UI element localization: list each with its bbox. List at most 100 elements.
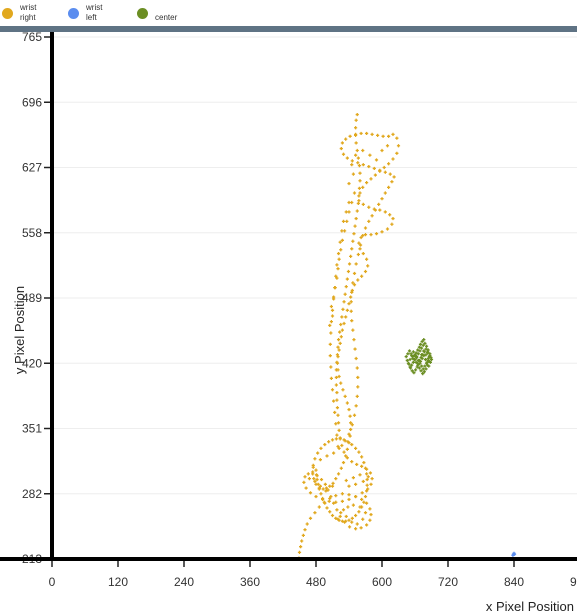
data-point bbox=[334, 422, 338, 426]
data-point bbox=[334, 494, 338, 498]
data-point bbox=[347, 200, 351, 205]
data-point bbox=[378, 208, 382, 212]
data-point bbox=[348, 134, 352, 138]
data-point bbox=[332, 399, 336, 403]
data-point bbox=[416, 348, 420, 352]
y-tick-label: 489 bbox=[22, 291, 42, 305]
data-point bbox=[354, 527, 358, 531]
data-point bbox=[411, 356, 415, 361]
data-point bbox=[361, 185, 365, 189]
data-point bbox=[357, 241, 361, 245]
data-point bbox=[340, 519, 344, 523]
data-point bbox=[421, 372, 425, 376]
data-point bbox=[332, 501, 336, 505]
data-point bbox=[299, 545, 303, 549]
data-point bbox=[423, 357, 428, 362]
data-point bbox=[391, 216, 395, 221]
legend-label-wrist-left: wrist left bbox=[86, 3, 103, 22]
data-point bbox=[363, 494, 368, 499]
x-tick-label: 0 bbox=[49, 575, 56, 589]
y-tick-label: 420 bbox=[22, 356, 42, 370]
data-point bbox=[337, 257, 341, 261]
data-point bbox=[356, 252, 360, 257]
data-point bbox=[345, 219, 349, 224]
data-point bbox=[361, 479, 365, 484]
data-point bbox=[374, 232, 379, 236]
data-point bbox=[319, 492, 323, 496]
data-point bbox=[338, 437, 342, 441]
data-point bbox=[357, 194, 361, 198]
data-point bbox=[408, 357, 412, 362]
data-point bbox=[336, 355, 340, 359]
y-tick-label: 765 bbox=[22, 30, 42, 44]
data-point bbox=[358, 473, 362, 477]
data-point bbox=[416, 358, 420, 363]
x-tick-label: 360 bbox=[240, 575, 260, 589]
data-point bbox=[339, 466, 343, 470]
legend-swatch-wrist-right bbox=[2, 8, 13, 19]
data-point bbox=[334, 437, 338, 441]
data-point bbox=[335, 361, 340, 365]
data-point bbox=[424, 353, 428, 357]
data-point bbox=[328, 342, 332, 346]
legend-label-center: center bbox=[155, 13, 178, 22]
data-point bbox=[354, 404, 358, 408]
data-point bbox=[334, 477, 338, 481]
data-point bbox=[381, 134, 385, 138]
data-point bbox=[355, 112, 359, 117]
data-point bbox=[368, 518, 372, 522]
data-point bbox=[328, 484, 332, 488]
data-point bbox=[423, 364, 427, 368]
data-point bbox=[360, 455, 364, 459]
data-point bbox=[349, 300, 353, 304]
data-point bbox=[409, 366, 413, 370]
data-point bbox=[354, 482, 358, 486]
legend-label-wrist-right: wrist right bbox=[20, 3, 37, 22]
data-point bbox=[314, 494, 318, 499]
data-point bbox=[418, 342, 423, 346]
data-point bbox=[420, 353, 424, 357]
data-point bbox=[336, 421, 341, 425]
data-point bbox=[425, 360, 429, 364]
data-point bbox=[369, 233, 373, 237]
data-point bbox=[312, 477, 316, 481]
data-point bbox=[347, 484, 351, 488]
data-point bbox=[355, 209, 359, 213]
data-point bbox=[344, 315, 348, 319]
x-tick-label: 840 bbox=[504, 575, 524, 589]
data-point bbox=[354, 153, 358, 157]
data-point bbox=[336, 251, 341, 256]
data-point bbox=[363, 511, 368, 515]
data-point bbox=[354, 262, 358, 266]
data-point bbox=[347, 210, 351, 214]
data-point bbox=[382, 165, 386, 170]
data-point bbox=[335, 398, 339, 402]
data-point bbox=[422, 349, 426, 353]
data-point bbox=[340, 141, 344, 145]
data-point bbox=[428, 360, 432, 364]
legend-swatch-wrist-left bbox=[68, 8, 79, 19]
data-point bbox=[334, 516, 338, 520]
data-point bbox=[352, 283, 357, 287]
data-point bbox=[330, 438, 335, 442]
data-point bbox=[330, 314, 335, 318]
data-point bbox=[346, 440, 350, 444]
data-point bbox=[352, 191, 357, 195]
data-point bbox=[340, 238, 344, 242]
y-tick-label: 627 bbox=[22, 161, 42, 175]
data-point bbox=[345, 447, 349, 451]
data-point bbox=[352, 271, 357, 276]
data-point bbox=[338, 514, 342, 519]
data-point bbox=[424, 344, 429, 348]
data-point bbox=[418, 359, 423, 363]
data-point bbox=[303, 475, 307, 479]
data-point bbox=[404, 355, 408, 359]
data-point bbox=[344, 137, 348, 141]
data-point bbox=[336, 444, 340, 449]
data-point bbox=[360, 497, 364, 502]
data-point bbox=[308, 491, 313, 495]
data-point bbox=[342, 321, 346, 326]
data-point bbox=[414, 351, 418, 355]
data-point bbox=[350, 163, 354, 167]
data-point bbox=[365, 131, 369, 136]
